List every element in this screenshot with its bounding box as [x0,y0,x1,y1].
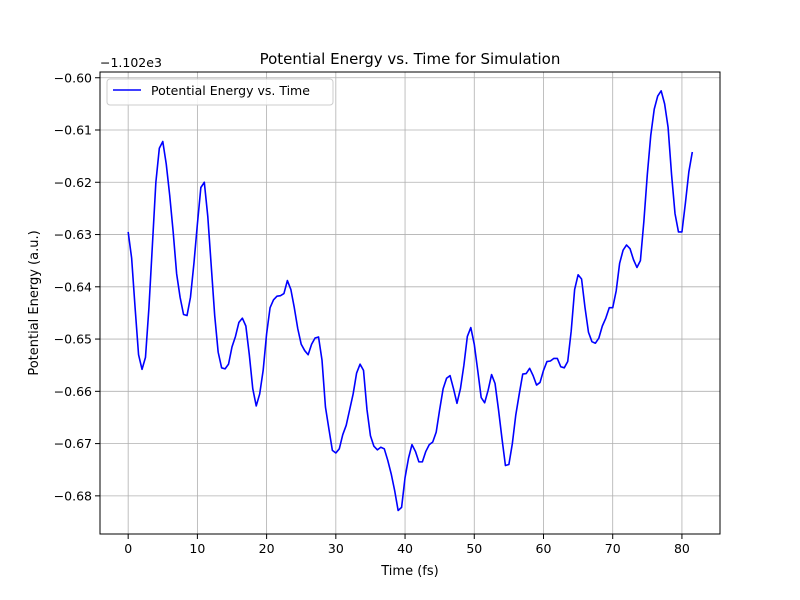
x-tick-label: 40 [397,541,413,556]
y-tick-label: −0.68 [54,488,92,503]
x-tick-label: 30 [328,541,344,556]
y-tick-label: −0.67 [54,436,92,451]
legend-label-potential-energy: Potential Energy vs. Time [151,83,310,98]
x-tick-label: 80 [674,541,690,556]
x-tick-label: 20 [259,541,275,556]
y-tick-label: −0.66 [54,384,92,399]
y-axis-title: Potential Energy (a.u.) [27,230,42,375]
y-tick-label: −0.63 [54,227,92,242]
legend: Potential Energy vs. Time [106,78,334,106]
x-tick-label: 10 [189,541,205,556]
x-tick-label: 70 [605,541,621,556]
legend-box [106,78,334,106]
x-axis-title: Time (fs) [380,564,438,579]
y-axis-offset-label: −1.102e3 [100,55,162,70]
x-tick-label: 0 [124,541,132,556]
grid [100,72,720,534]
chart-title: Potential Energy vs. Time for Simulation [260,50,561,68]
y-tick-label: −0.62 [54,175,92,190]
y-tick-label: −0.64 [54,279,92,294]
x-axis-ticks: 0 10 20 30 40 50 60 70 80 [124,534,690,556]
x-tick-label: 60 [536,541,552,556]
series-line-potential-energy [127,90,694,512]
y-tick-label: −0.60 [54,70,92,85]
x-tick-label: 50 [466,541,482,556]
plot-frame [99,71,721,535]
y-tick-label: −0.65 [54,332,92,347]
y-axis-ticks: −0.68 −0.67 −0.66 −0.65 −0.64 −0.63 −0.62 −0.61… [54,70,100,503]
y-tick-label: −0.61 [54,123,92,138]
